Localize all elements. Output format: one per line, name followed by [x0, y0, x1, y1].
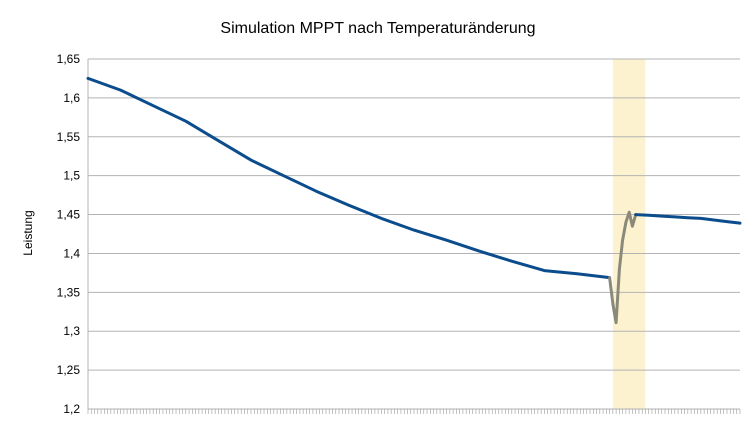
y-tick-label: 1,65	[57, 52, 81, 66]
y-tick-label: 1,6	[63, 91, 80, 105]
highlight-band-layer	[612, 59, 646, 409]
series-line-after	[634, 213, 742, 225]
y-tick-label: 1,4	[63, 246, 80, 260]
highlight-band	[612, 59, 646, 409]
y-tick-label: 1,45	[57, 208, 81, 222]
y-tick-label: 1,3	[63, 324, 80, 338]
chart-title: Simulation MPPT nach Temperaturänderung	[220, 20, 535, 37]
x-tick-marks	[87, 409, 741, 414]
y-tick-label: 1,55	[57, 130, 81, 144]
y-tick-label: 1,5	[63, 169, 80, 183]
y-tick-label: 1,25	[57, 363, 81, 377]
y-tick-labels: 1,2 1,25 1,3 1,35 1,4 1,45 1,5 1,55 1,6 1,65	[57, 52, 81, 416]
series-line-transition	[608, 210, 638, 325]
series-line-before	[86, 76, 612, 280]
y-tick-label: 1,2	[63, 402, 80, 416]
series-lines	[86, 76, 742, 325]
gridlines	[87, 58, 740, 410]
y-tick-label: 1,35	[57, 285, 81, 299]
y-axis-label: Leistung	[21, 210, 35, 255]
